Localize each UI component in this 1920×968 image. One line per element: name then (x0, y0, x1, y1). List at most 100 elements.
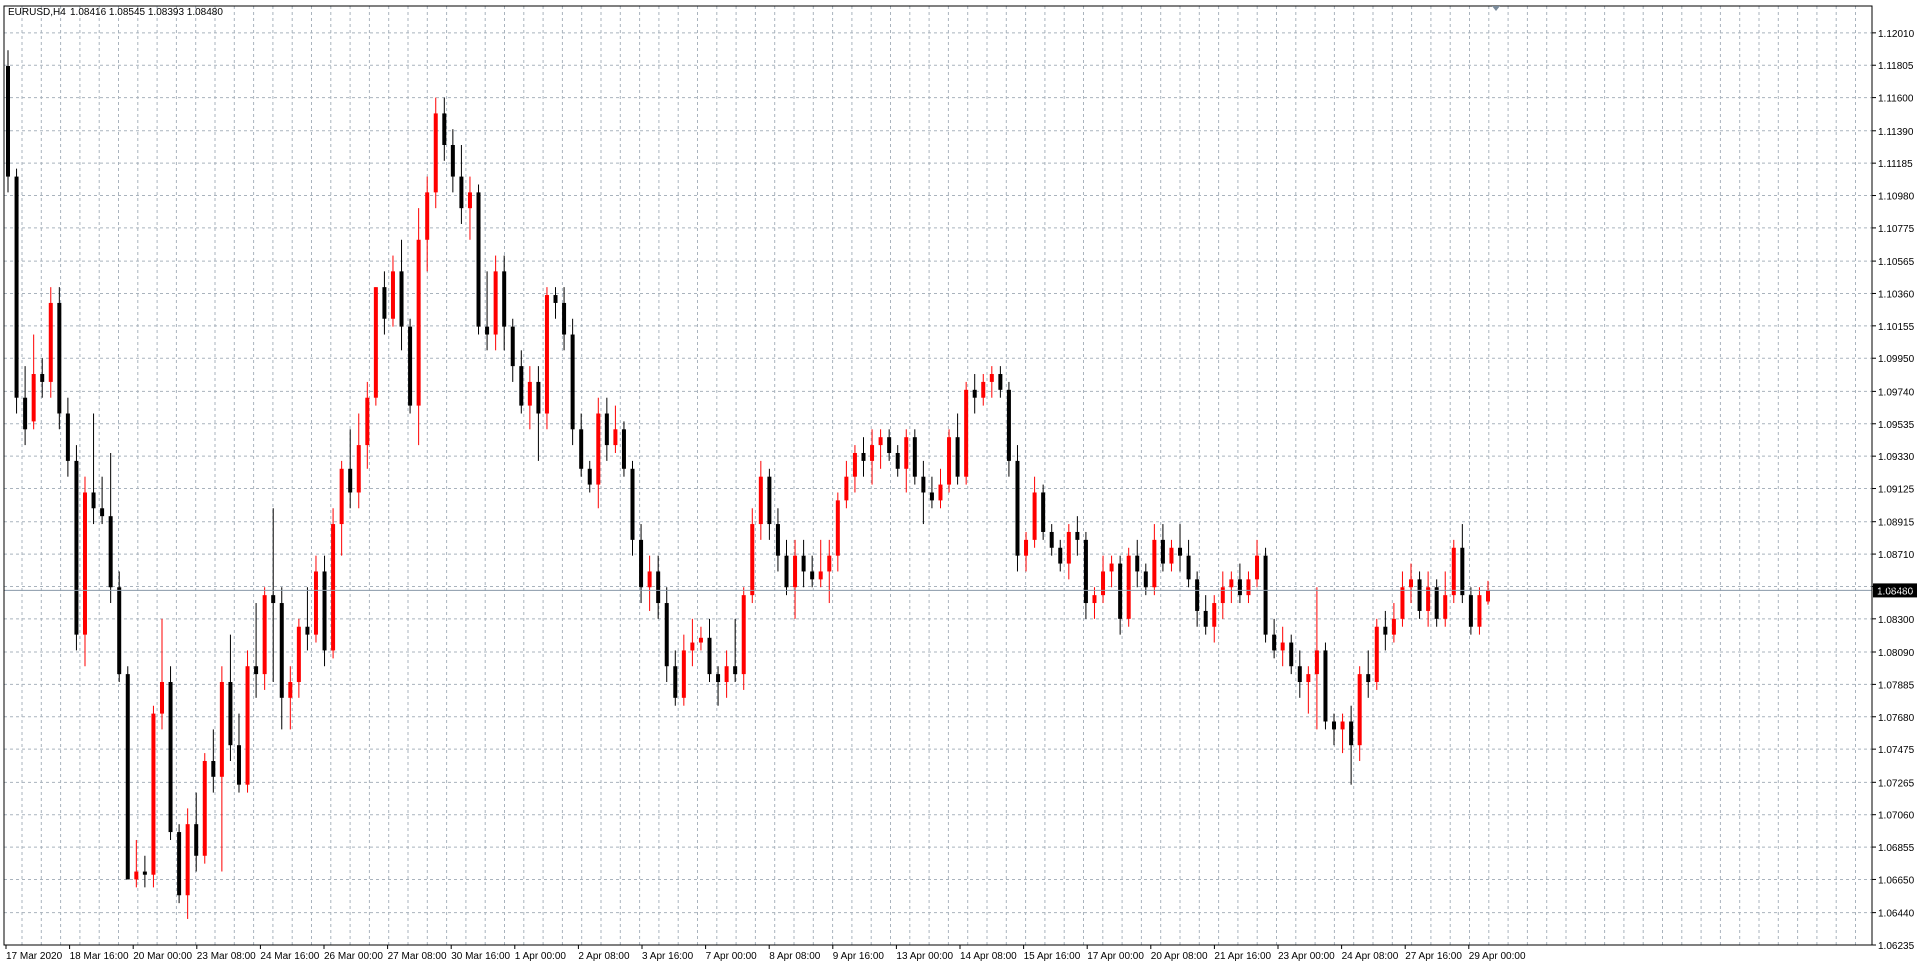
candle (331, 508, 336, 659)
candle-body (1195, 579, 1200, 611)
candle-body (31, 374, 36, 422)
symbol-info: EURUSD,H4 (8, 7, 66, 18)
candle (587, 460, 592, 493)
candle-body (365, 397, 370, 446)
candle-body (356, 445, 361, 493)
y-tick-label: 1.11185 (1878, 159, 1913, 170)
candle (14, 168, 19, 414)
candle (1169, 539, 1174, 572)
candle-body (904, 437, 909, 469)
y-tick-label: 1.07885 (1878, 680, 1915, 691)
candle (1135, 539, 1140, 588)
y-tick-label: 1.06855 (1878, 843, 1915, 854)
candle-body (835, 500, 840, 556)
candle-body (1178, 547, 1183, 556)
candle-body (1417, 579, 1422, 611)
candle (630, 460, 635, 556)
candle-body (938, 484, 943, 501)
candle (1332, 713, 1337, 746)
x-tick-label: 17 Mar 2020 (6, 951, 63, 962)
candle (271, 508, 276, 683)
candle-body (1451, 547, 1456, 596)
candle-body (587, 468, 592, 485)
candle-body (467, 192, 472, 209)
candle-body (1169, 547, 1174, 564)
y-tick-label: 1.10360 (1878, 289, 1915, 300)
candle (450, 129, 455, 193)
candle-body (1383, 626, 1388, 635)
candle-body (1255, 555, 1260, 580)
candle-body (425, 192, 430, 240)
current-price-line: 1.08480 (4, 583, 1917, 598)
candle (1118, 555, 1123, 635)
candle (613, 405, 618, 453)
candle-body (1041, 492, 1046, 532)
y-tick-label: 1.06650 (1878, 875, 1915, 886)
candle (673, 650, 678, 706)
x-tick-label: 18 Mar 16:00 (70, 951, 129, 962)
candle-body (502, 271, 507, 327)
candle-body (613, 429, 618, 446)
y-tick-label: 1.08090 (1878, 648, 1915, 659)
candle-body (570, 334, 575, 430)
candle (570, 318, 575, 446)
candle (1152, 524, 1157, 596)
candle (254, 603, 259, 698)
candle-body (1075, 531, 1080, 540)
y-tick-label: 1.09740 (1878, 387, 1915, 398)
candle-body (1032, 492, 1037, 540)
candle-body (1340, 721, 1345, 730)
candle-body (630, 468, 635, 540)
candle-body (998, 374, 1003, 390)
y-tick-label: 1.10980 (1878, 192, 1915, 203)
candle-body (271, 595, 276, 604)
candle-body (527, 381, 532, 406)
y-tick-label: 1.08915 (1878, 518, 1915, 529)
candle (467, 176, 472, 240)
candle (801, 539, 806, 588)
candle-body (1118, 563, 1123, 619)
candle (964, 381, 969, 485)
candle (348, 429, 353, 509)
candle (1434, 579, 1439, 627)
candle (536, 366, 541, 461)
candle-body (553, 295, 558, 303)
x-tick-label: 7 Apr 00:00 (706, 951, 758, 962)
candle-body (194, 824, 199, 856)
candle (1417, 571, 1422, 619)
candle-body (1426, 587, 1431, 611)
candle (82, 476, 87, 667)
candle (57, 287, 62, 430)
candle (502, 255, 507, 351)
candle-body (219, 682, 224, 777)
candle (921, 460, 926, 525)
candle-body (134, 871, 139, 880)
candle-body (416, 239, 421, 406)
candle (947, 429, 952, 493)
candle-body (1246, 579, 1251, 596)
candle-body (1323, 650, 1328, 722)
candle (844, 460, 849, 509)
y-tick-label: 1.08505 (1878, 582, 1915, 593)
current-price-label: 1.08480 (1877, 586, 1914, 597)
candle-body (1220, 587, 1225, 604)
candle (1374, 618, 1379, 690)
y-tick-label: 1.07475 (1878, 745, 1915, 756)
candle-body (1400, 587, 1405, 619)
candle (1058, 539, 1063, 572)
candle (185, 808, 190, 919)
candle-body (100, 508, 105, 517)
candle-body (202, 760, 207, 856)
candle-body (1203, 610, 1208, 627)
candle-body (331, 524, 336, 651)
candle-body (801, 555, 806, 572)
candle-body (1409, 579, 1414, 588)
candle (1015, 445, 1020, 572)
candle (125, 666, 130, 880)
candle (6, 50, 10, 193)
y-tick-label: 1.11390 (1878, 127, 1914, 138)
candle-body (716, 674, 721, 683)
candle (553, 287, 558, 319)
candle (510, 318, 515, 382)
